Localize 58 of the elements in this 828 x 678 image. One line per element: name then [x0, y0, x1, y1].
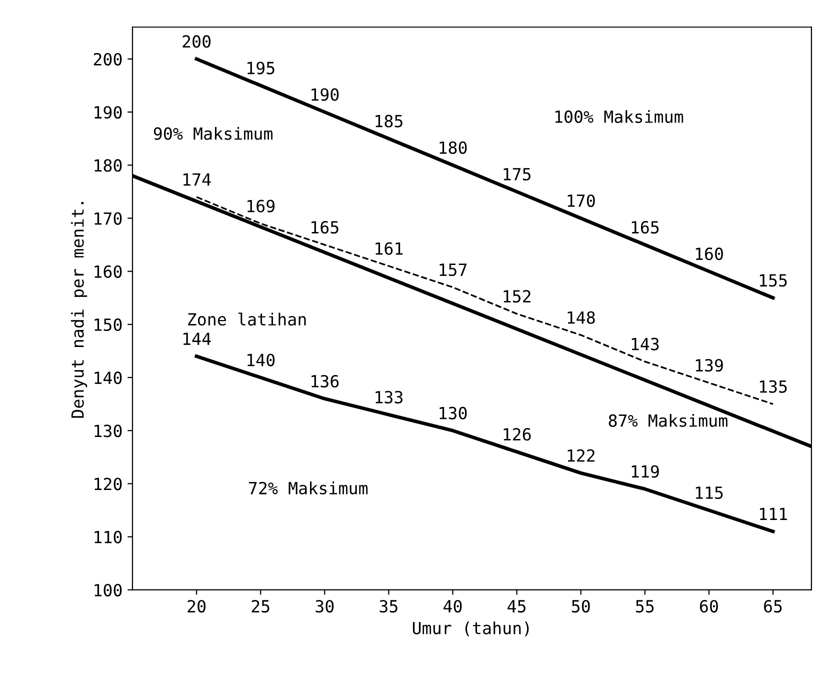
annotation: 72% Maksimum: [249, 482, 368, 494]
y-tick-label: 200: [94, 52, 122, 66]
annotation: Zone latihan: [188, 312, 306, 326]
data-label: 180: [440, 141, 467, 154]
y-tick-label: 100: [94, 584, 122, 596]
x-tick-label: 35: [380, 600, 398, 613]
data-label: 152: [504, 290, 530, 303]
data-label: 111: [760, 508, 787, 520]
data-label: 139: [696, 359, 723, 372]
data-label: 174: [183, 173, 211, 186]
data-label: 195: [248, 62, 274, 74]
data-label: 155: [760, 274, 787, 287]
y-tick-label: 110: [94, 530, 122, 544]
x-tick-label: 50: [572, 600, 590, 613]
data-label: 119: [632, 465, 659, 478]
annotation: 87% Maksimum: [608, 414, 728, 427]
data-label: 140: [248, 354, 275, 366]
y-axis-title: Denyut nadi per menit.: [70, 202, 88, 418]
y-tick-label: 170: [94, 212, 122, 225]
y-tick-label: 140: [94, 372, 122, 384]
y-tick-label: 190: [94, 106, 122, 119]
data-label: 170: [568, 194, 595, 208]
x-axis-title: Umur (tahun): [412, 621, 529, 636]
data-label: 136: [312, 374, 339, 388]
y-tick-label: 160: [94, 265, 122, 278]
data-label: 169: [248, 200, 275, 212]
data-label: 175: [504, 168, 531, 180]
y-tick-label: 180: [94, 159, 122, 172]
x-tick-label: 65: [764, 600, 782, 613]
data-label: 133: [376, 390, 402, 404]
data-label: 144: [183, 332, 211, 345]
x-tick-label: 55: [636, 600, 654, 613]
x-tick-label: 30: [316, 600, 334, 613]
annotation: 90% Maksimum: [154, 127, 272, 140]
data-label: 161: [376, 242, 403, 255]
data-label: 122: [568, 449, 594, 462]
data-label: 165: [312, 220, 338, 234]
data-label: 148: [568, 311, 595, 324]
data-label: 130: [440, 406, 467, 420]
x-tick-label: 45: [508, 600, 526, 613]
data-label: 115: [696, 486, 723, 500]
data-label: 143: [632, 338, 659, 350]
data-label: 126: [504, 428, 531, 441]
data-label: 185: [376, 114, 402, 128]
data-label: 190: [312, 88, 339, 101]
x-tick-label: 40: [444, 600, 462, 613]
data-label: 200: [182, 35, 211, 48]
data-label: 160: [696, 248, 723, 260]
y-tick-label: 150: [94, 318, 122, 332]
y-tick-label: 130: [94, 424, 122, 438]
x-tick-label: 25: [252, 600, 270, 613]
annotation: 100% Maksimum: [555, 110, 684, 124]
x-tick-label: 60: [700, 600, 718, 613]
y-tick-label: 120: [94, 478, 122, 490]
data-label: 157: [440, 264, 467, 276]
data-label: 135: [760, 380, 787, 393]
x-tick-label: 20: [188, 600, 206, 613]
data-label: 165: [632, 220, 659, 234]
